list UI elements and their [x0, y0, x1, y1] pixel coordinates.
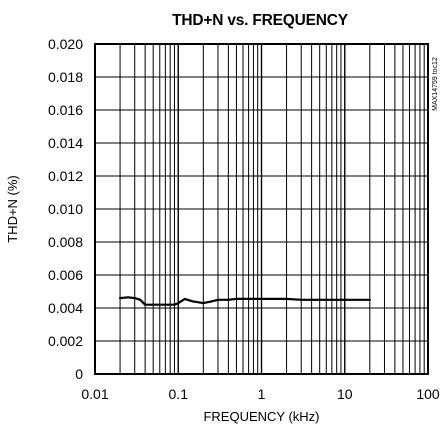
y-tick-label: 0.002 [48, 333, 83, 349]
y-tick-label: 0.020 [48, 36, 83, 52]
y-tick-label: 0.008 [48, 234, 83, 250]
y-tick-label: 0.018 [48, 69, 83, 85]
y-axis-label: THD+N (%) [5, 175, 20, 243]
y-tick-label: 0.004 [48, 300, 83, 316]
x-tick-label: 1 [258, 386, 266, 402]
y-tick-labels: 0 0.002 0.004 0.006 0.008 0.010 0.012 0.014 0.01… [48, 36, 83, 382]
y-tick-label: 0.006 [48, 267, 83, 283]
y-tick-label: 0 [75, 366, 83, 382]
x-tick-labels: 0.01 0.1 1 10 100 [81, 386, 440, 402]
chart-title: THD+N vs. FREQUENCY [172, 12, 349, 29]
y-tick-label: 0.012 [48, 168, 83, 184]
y-tick-label: 0.010 [48, 201, 83, 217]
series-line-0 [118, 296, 371, 306]
x-tick-label: 10 [337, 386, 353, 402]
x-tick-label: 0.01 [81, 386, 108, 402]
x-tick-label: 100 [416, 386, 440, 402]
plot-frame [94, 43, 429, 375]
x-axis-label: FREQUENCY (kHz) [203, 409, 319, 424]
chart-annotation: MAX14759 toc12 [432, 57, 439, 111]
major-gridlines [95, 44, 428, 374]
series-layer [118, 296, 371, 306]
x-tick-label: 0.1 [169, 386, 189, 402]
y-tick-label: 0.016 [48, 102, 83, 118]
y-tick-label: 0.014 [48, 135, 83, 151]
